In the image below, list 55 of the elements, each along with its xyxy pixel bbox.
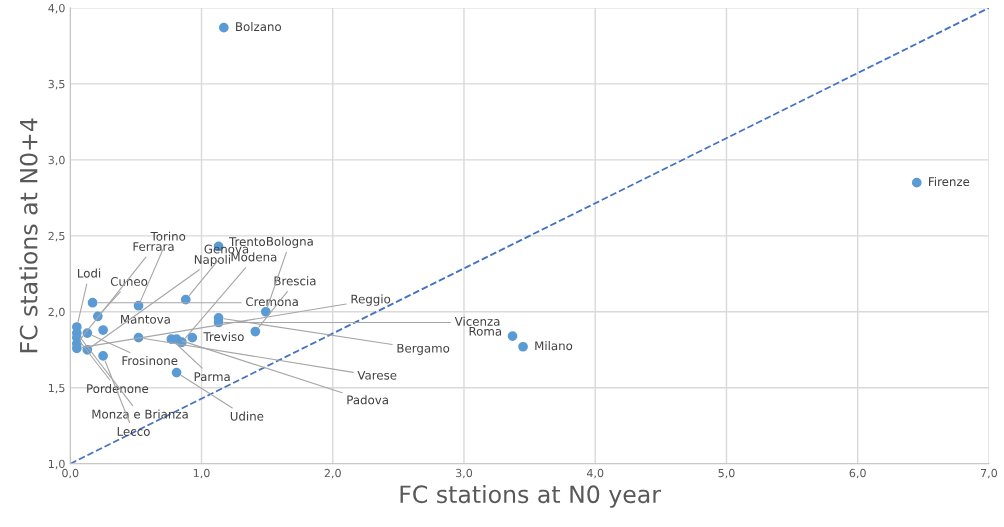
annotation: Parma: [194, 372, 230, 382]
y-tick-label: 3,0: [48, 155, 65, 166]
y-tick-label: 2,5: [48, 231, 65, 242]
annotation: Vicenza: [454, 316, 500, 326]
x-tick-label: 5,0: [718, 468, 735, 479]
x-tick-label: 2,0: [324, 468, 341, 479]
point: [187, 332, 198, 343]
x-tick-label: 0,0: [62, 468, 79, 479]
annotation: Padova: [347, 395, 388, 405]
annotation: Treviso: [203, 331, 244, 342]
annotation: Genova: [204, 244, 249, 254]
annotation: Varese: [357, 370, 397, 380]
y-tick-label: 1,0: [48, 459, 65, 470]
y-tick-label: 1,5: [48, 383, 65, 394]
x-tick-label: 6,0: [849, 468, 866, 479]
annotation: Modena: [231, 252, 277, 262]
annotation: Napoli: [194, 254, 230, 267]
annotation: Cremona: [246, 297, 298, 307]
annotation: Bolzano: [236, 21, 282, 32]
y-tick-label: 2,0: [48, 307, 65, 318]
annotation: Mantova: [121, 314, 170, 324]
point: [507, 331, 518, 341]
annotation: Bergamo: [397, 343, 450, 355]
point: [98, 325, 108, 335]
annotation: Cuneo: [110, 276, 148, 286]
annotation: Lodi: [78, 268, 101, 278]
annotation: Monza e Brianza: [92, 409, 188, 419]
x-axis-title: FC stations at N0 year: [400, 484, 661, 508]
annotation: Reggio: [351, 294, 391, 306]
point: [218, 22, 229, 33]
y-tick-label: 4,0: [48, 3, 65, 14]
annotation: Udine: [230, 411, 264, 421]
x-tick-label: 4,0: [586, 468, 604, 479]
annotation: Bologna: [266, 236, 313, 249]
annotation: Lecco: [117, 427, 150, 436]
point: [250, 326, 261, 337]
annotation: Ferrara: [133, 242, 174, 251]
x-tick-label: 1,0: [193, 468, 210, 479]
point: [911, 177, 922, 188]
x-tick-label: 7,0: [981, 468, 998, 479]
annotation: Pordenone: [87, 383, 149, 394]
annotation: Milano: [535, 341, 573, 351]
point: [87, 297, 98, 308]
point: [171, 367, 182, 378]
point: [518, 341, 528, 352]
annotation: Trento: [228, 237, 266, 247]
annotation: Brescia: [274, 276, 316, 286]
annotation: Firenze: [929, 176, 970, 187]
point: [98, 351, 108, 361]
y-axis-title: FC stations at N0+4: [19, 118, 38, 353]
annotation: Frosinone: [122, 355, 178, 366]
annotation: Torino: [150, 231, 186, 241]
y-tick-label: 3,5: [48, 79, 65, 90]
annotation: Roma: [469, 326, 502, 336]
x-tick-label: 3,0: [456, 468, 473, 479]
